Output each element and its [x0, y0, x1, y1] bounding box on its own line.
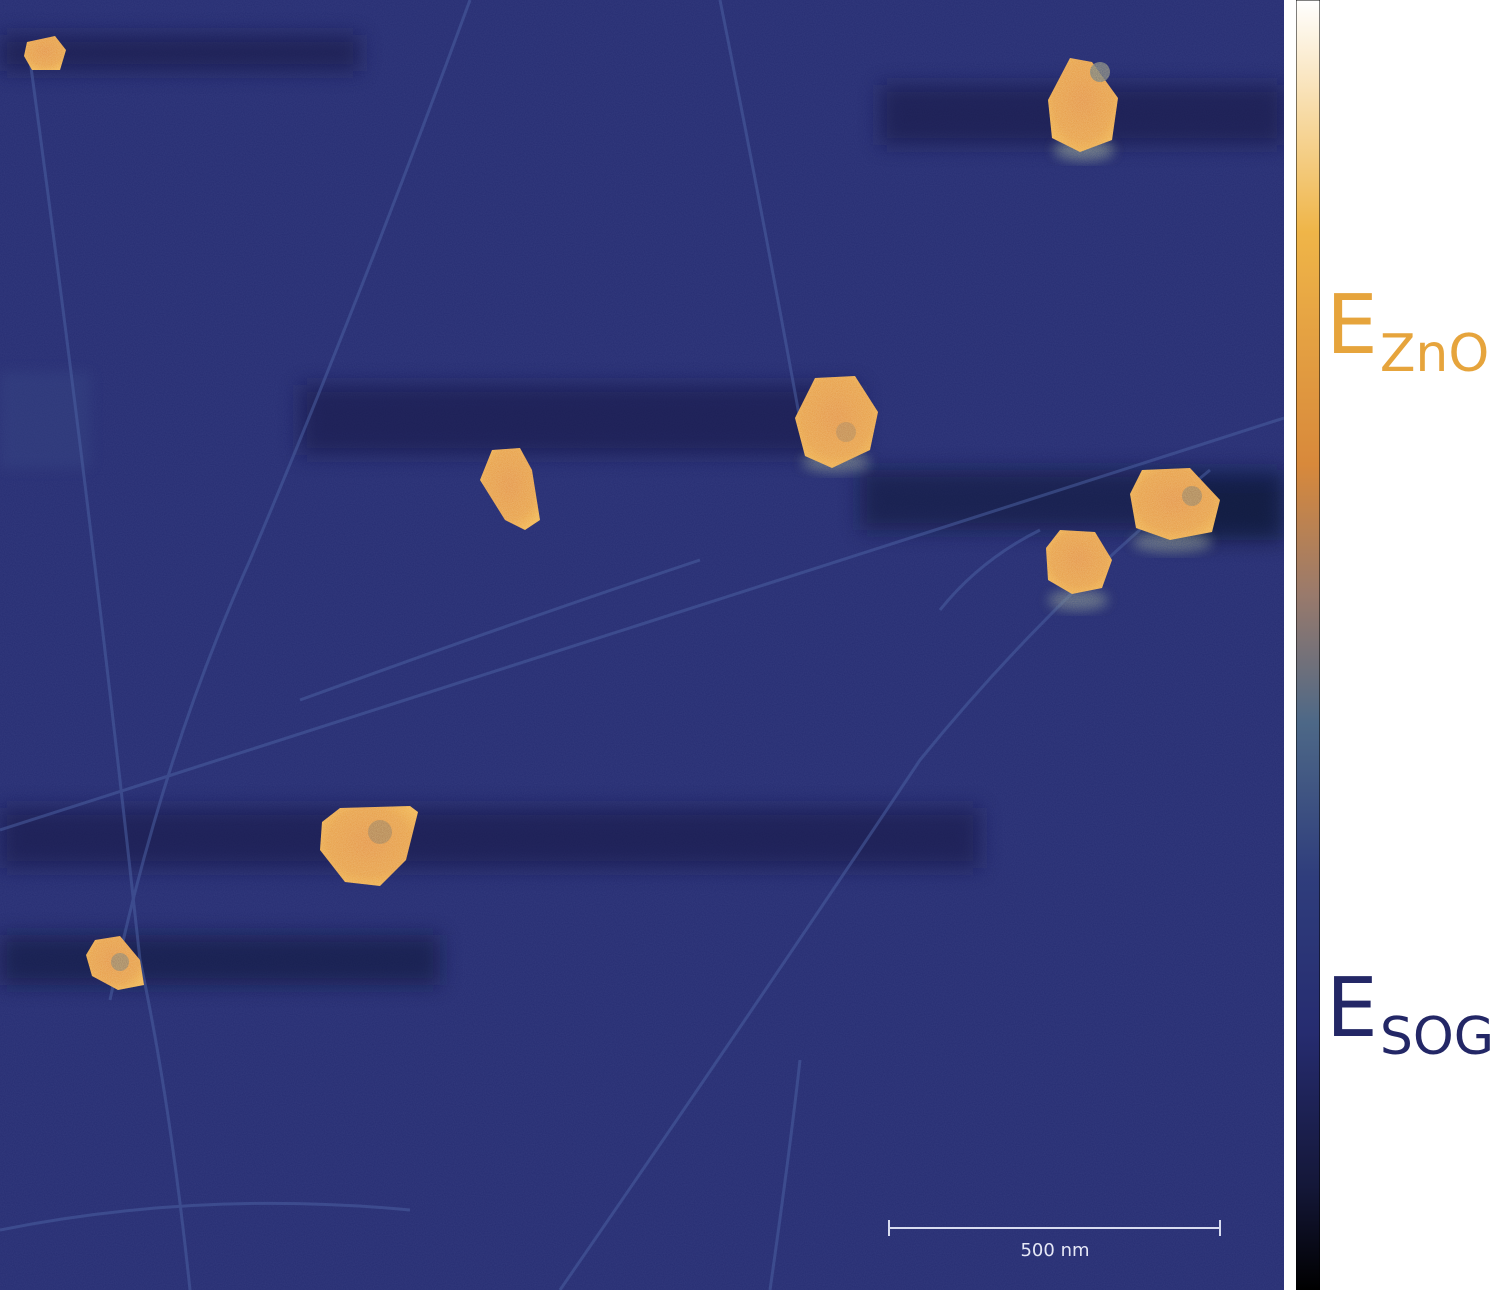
scale-bar-label: 500 nm: [1020, 1240, 1089, 1261]
zno-particle: [24, 36, 66, 70]
scale-bar: [888, 1220, 1221, 1236]
label-subscript: SOG: [1379, 1007, 1495, 1068]
colorbar-label-zno: EZnO: [1326, 285, 1489, 381]
zno-particles: [24, 36, 1220, 990]
zno-particle: [1046, 530, 1112, 594]
scan-streaks: [0, 35, 1284, 985]
label-main: E: [1326, 961, 1378, 1056]
zno-particle: [795, 376, 878, 468]
zno-particle: [480, 448, 540, 530]
zno-particle: [1130, 468, 1220, 540]
colorbar: [1296, 0, 1320, 1290]
zno-particle: [320, 806, 418, 886]
fibrils: [0, 0, 1284, 1290]
label-subscript: ZnO: [1379, 324, 1490, 385]
colorbar-label-sog: ESOG: [1326, 968, 1494, 1064]
afm-modulus-map: 500 nm: [0, 0, 1284, 1290]
label-main: E: [1326, 278, 1378, 373]
